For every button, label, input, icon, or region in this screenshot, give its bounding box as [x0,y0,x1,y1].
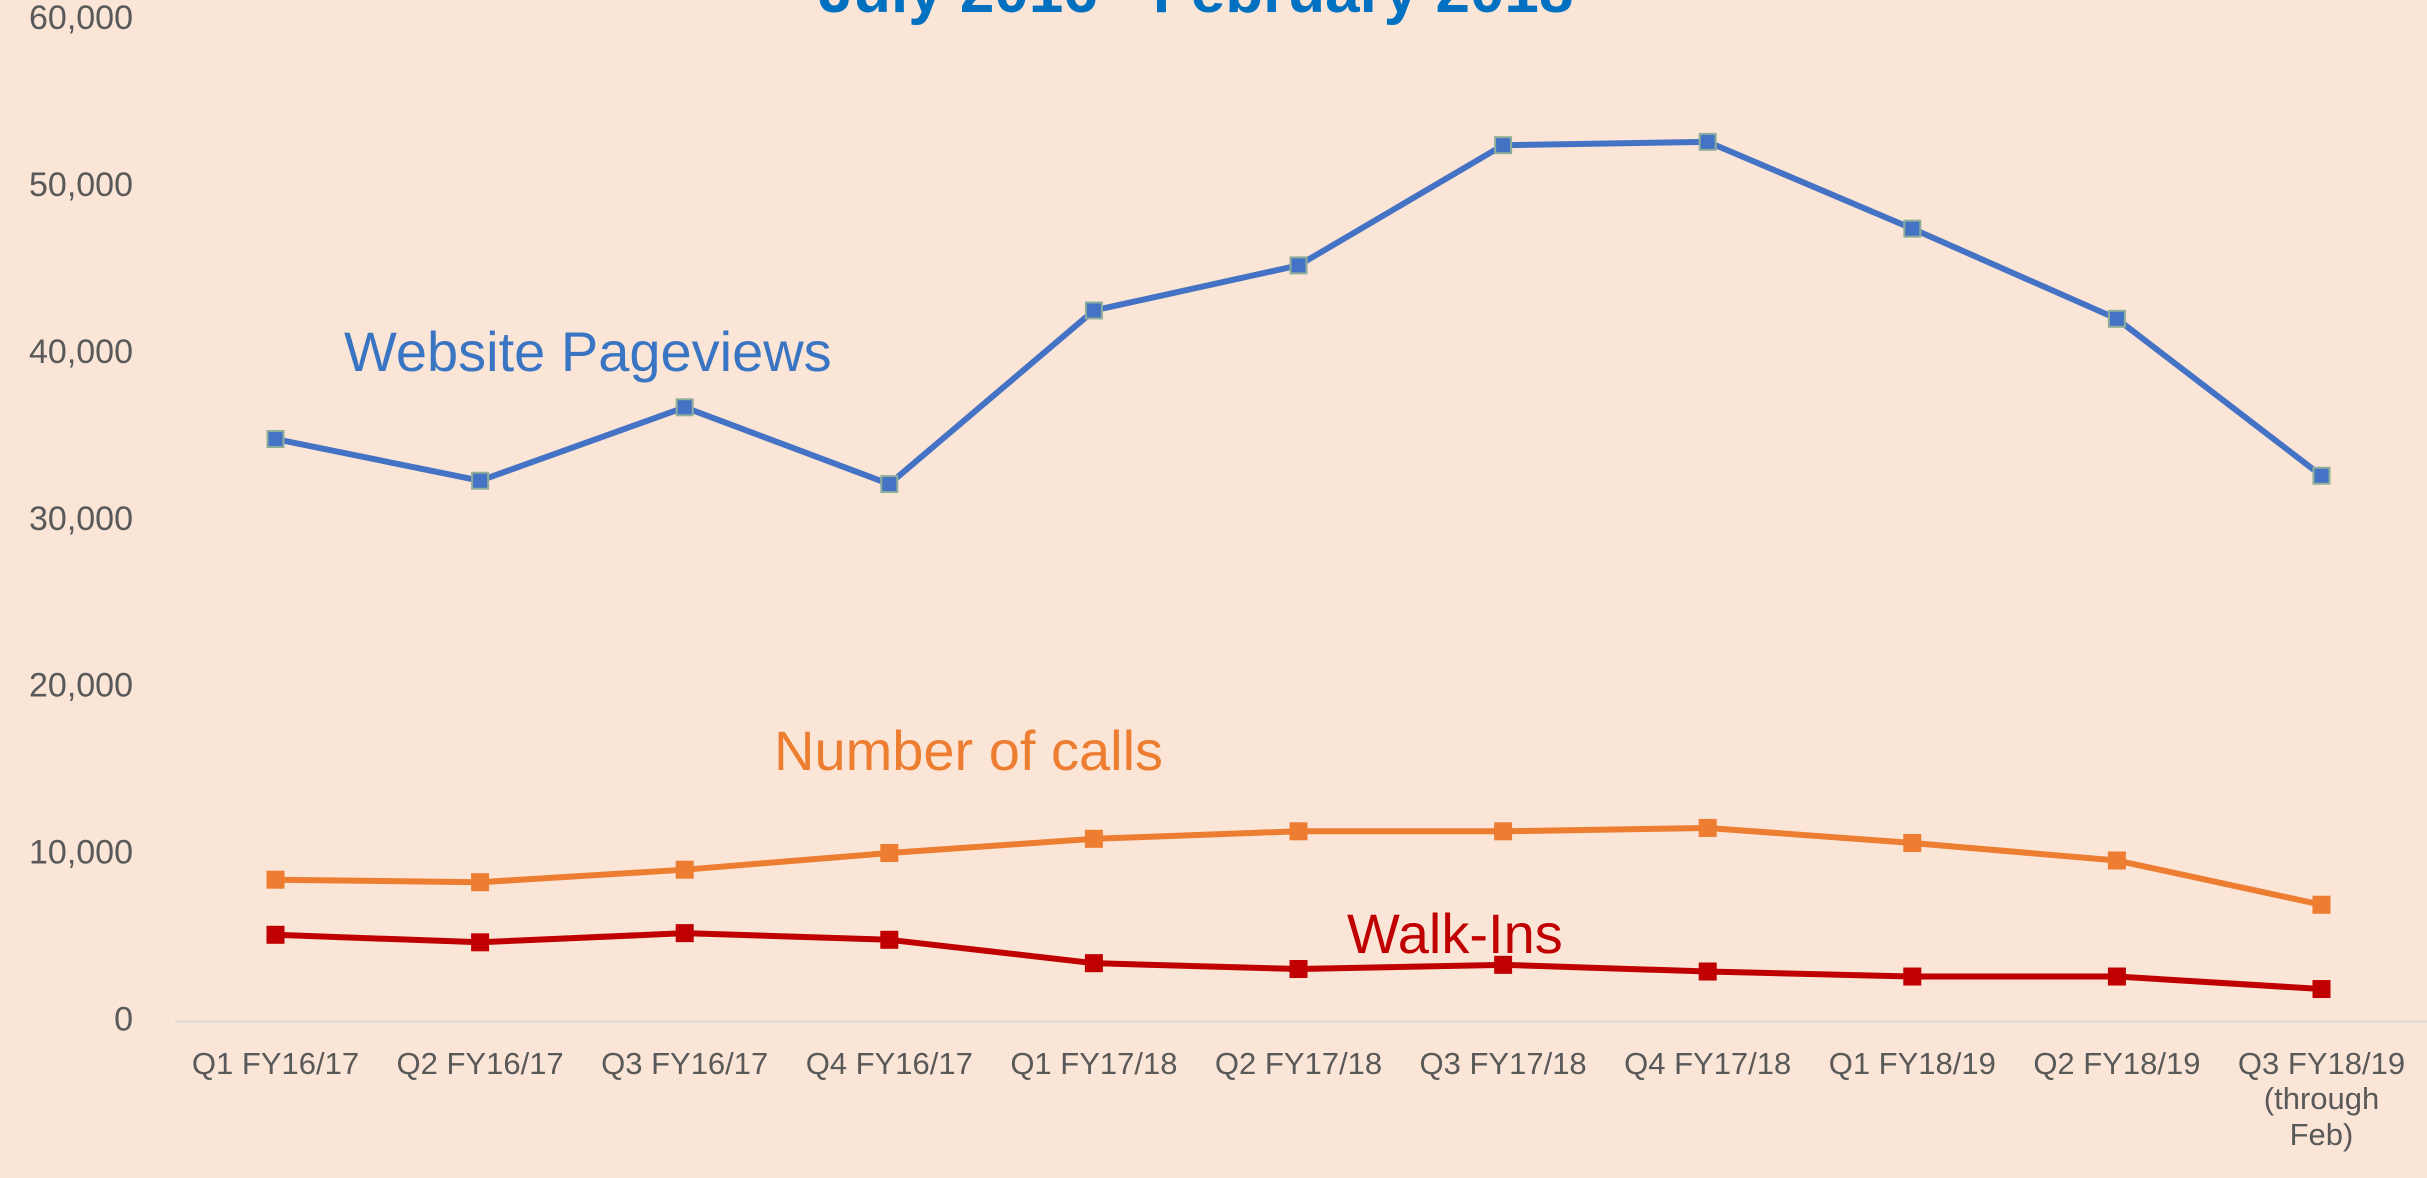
x-tick-label: Q4 FY16/17 [805,1045,973,1081]
point-marker [1084,954,1103,973]
point-marker [266,430,285,449]
x-tick-label: Q3 FY17/18 [1419,1045,1587,1081]
y-tick-label: 60,000 [29,0,133,37]
series-label: Website Pageviews [344,320,832,383]
y-tick-label: 40,000 [29,333,133,371]
series-label: Number of calls [774,719,1163,782]
point-marker [880,475,899,494]
point-marker [2107,851,2126,870]
point-marker [471,873,490,892]
point-marker [1903,967,1922,986]
point-marker [2107,309,2126,328]
x-tick-label: Q4 FY17/18 [1624,1045,1792,1081]
x-tick-label: Q1 FY18/19 [1828,1045,1996,1081]
x-tick-label-box: Q1 FY18/19 [1828,1045,1996,1081]
point-marker [1698,962,1717,981]
series-line [274,138,2324,488]
point-marker [1494,822,1513,841]
point-marker [1698,818,1717,837]
x-tick-label-box: Q3 FY18/19 (through Feb) [2237,1045,2406,1152]
point-marker [675,860,694,879]
point-marker [1698,132,1717,151]
point-marker [880,930,899,949]
x-tick-label: Q3 FY16/17 [601,1045,769,1081]
point-marker [266,870,285,889]
point-marker [1494,136,1513,155]
point-marker [880,843,899,862]
y-tick-label: 10,000 [29,834,133,872]
point-marker [2312,980,2331,999]
point-marker [2107,967,2126,986]
x-tick-label: Q2 FY18/19 [2033,1045,2201,1081]
point-marker [1289,256,1308,275]
point-marker [2312,895,2331,914]
y-tick-label: 20,000 [29,667,133,705]
x-tick-label-box: Q3 FY17/18 [1419,1045,1587,1081]
point-marker [1903,219,1922,238]
y-tick-label: 50,000 [29,166,133,204]
x-tick-label: Q2 FY17/18 [1214,1045,1383,1081]
point-marker [1084,829,1103,848]
point-marker [675,924,694,943]
x-tick-label-box: Q3 FY16/17 [601,1045,769,1081]
point-marker [675,398,694,417]
point-marker [1903,833,1922,852]
x-tick-label-box: Q1 FY17/18 [1010,1045,1178,1081]
x-tick-label: Q2 FY16/17 [396,1045,564,1081]
x-tick-label-box: Q2 FY18/19 [2033,1045,2201,1081]
series-label: Walk-Ins [1347,902,1563,965]
y-tick-label: 30,000 [29,500,133,538]
x-tick-label-box: Q2 FY16/17 [396,1045,564,1081]
point-marker [1494,955,1513,974]
point-marker [266,925,285,944]
point-marker [2312,466,2331,485]
point-marker [1084,301,1103,320]
point-marker [1289,960,1308,979]
x-tick-label: Q3 FY18/19 (through Feb) [2237,1045,2406,1152]
x-tick-label-box: Q4 FY16/17 [805,1045,973,1081]
x-tick-label-box: Q4 FY17/18 [1624,1045,1792,1081]
x-tick-label: Q1 FY16/17 [191,1045,360,1081]
point-marker [471,471,490,490]
y-tick-label: 0 [114,1001,133,1039]
point-marker [1289,822,1308,841]
x-tick-label-box: Q1 FY16/17 [191,1045,360,1081]
x-tick-label: Q1 FY17/18 [1010,1045,1178,1081]
chart-title: July 2016 - February 2018 [819,0,1574,26]
x-tick-label-box: Q2 FY17/18 [1214,1045,1383,1081]
point-marker [471,933,490,952]
